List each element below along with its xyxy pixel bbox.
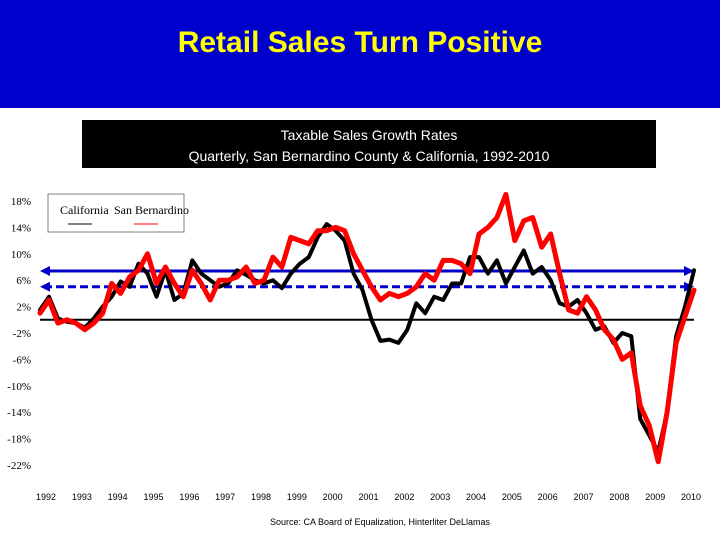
x-tick-label: 2006 (538, 492, 558, 502)
legend-label-california: California (60, 203, 109, 217)
x-tick-label: 1996 (179, 492, 199, 502)
y-tick-label: 6% (16, 275, 31, 287)
series-line-california (38, 222, 696, 454)
x-tick-label: 2001 (359, 492, 379, 502)
x-tick-label: 2000 (323, 492, 343, 502)
x-tick-label: 1998 (251, 492, 271, 502)
reference-arrowhead-left (40, 265, 50, 276)
legend-box (47, 193, 185, 233)
x-tick-label: 1993 (72, 492, 92, 502)
x-tick-label: 2004 (466, 492, 486, 502)
chart-subtitle: Quarterly, San Bernardino County & Calif… (189, 148, 550, 164)
x-tick-label: 1995 (143, 492, 163, 502)
y-tick-label: 18% (11, 196, 31, 208)
chart-header-box (82, 120, 656, 168)
series-line-san-bernardino (37, 191, 697, 465)
y-tick-label: 2% (16, 302, 31, 314)
y-tick-label: -2% (13, 328, 31, 340)
chart: Taxable Sales Growth Rates Quarterly, Sa… (7, 120, 701, 527)
x-tick-label: 2005 (502, 492, 522, 502)
y-tick-label: -6% (13, 354, 31, 366)
x-tick-label: 2010 (681, 492, 701, 502)
x-tick-label: 2003 (430, 492, 450, 502)
x-tick-label: 2008 (609, 492, 629, 502)
x-tick-label: 2007 (574, 492, 594, 502)
y-tick-label: 14% (11, 222, 31, 234)
x-axis-labels: 1992 1993 1994 1995 1996 1997 1998 1999 2000 2001… (36, 492, 701, 502)
x-tick-label: 2009 (645, 492, 665, 502)
y-tick-label: -14% (7, 407, 31, 419)
reference-arrowhead-right (684, 265, 694, 276)
slide-title: Retail Sales Turn Positive (177, 26, 543, 59)
x-tick-label: 1994 (108, 492, 128, 502)
y-tick-label: 10% (11, 249, 31, 261)
legend: California San Bernardino (47, 193, 189, 233)
source-note: Source: CA Board of Equalization, Hinter… (270, 517, 491, 527)
y-tick-label: -22% (7, 460, 31, 472)
x-tick-label: 1997 (215, 492, 235, 502)
x-tick-label: 1999 (287, 492, 307, 502)
title-band (0, 0, 720, 108)
y-tick-label: -10% (7, 381, 31, 393)
y-tick-label: -18% (7, 434, 31, 446)
chart-title: Taxable Sales Growth Rates (281, 127, 458, 143)
x-tick-label: 1992 (36, 492, 56, 502)
reference-arrowhead-left (40, 281, 50, 292)
series-lines (37, 191, 697, 465)
y-axis-labels: 18% 14% 10% 6% 2% -2% -6% -10% -14% -18% -22% (7, 196, 31, 472)
legend-label-san-bernardino: San Bernardino (114, 203, 189, 217)
x-tick-label: 2002 (394, 492, 414, 502)
